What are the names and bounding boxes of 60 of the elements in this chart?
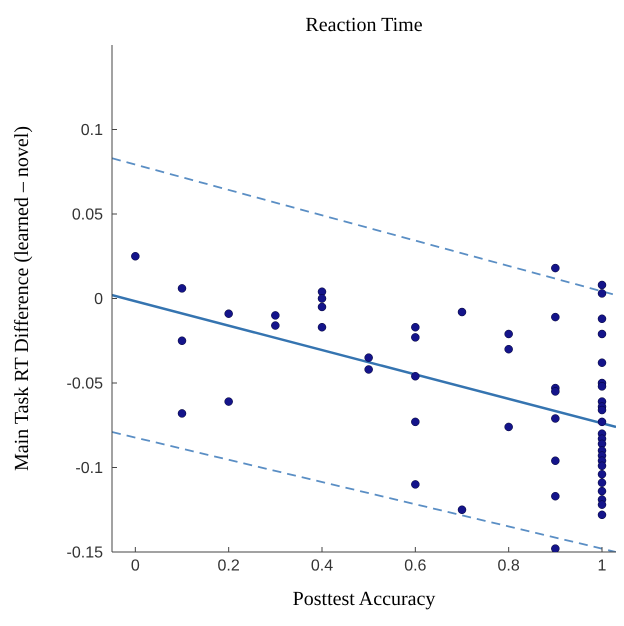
point xyxy=(271,321,280,330)
y-axis-title: Main Task RT Difference (learned – novel) xyxy=(12,126,34,472)
point xyxy=(178,284,186,293)
x-tick-label: 0.4 xyxy=(310,557,334,574)
chart-title: Reaction Time xyxy=(304,14,424,37)
x-tick-label: 0.8 xyxy=(498,557,520,574)
point xyxy=(411,372,420,380)
point xyxy=(411,333,420,342)
point xyxy=(598,314,606,324)
x-tick-label: 0 xyxy=(130,557,140,574)
x-axis-title: Posttest Accuracy xyxy=(292,588,436,611)
point xyxy=(504,422,513,432)
y-tick-label: 0.05 xyxy=(72,206,104,224)
point xyxy=(178,336,186,345)
point xyxy=(178,409,186,418)
y-tick-label: 0.1 xyxy=(80,122,104,140)
point xyxy=(551,312,560,322)
point xyxy=(411,322,420,332)
y-tick-label: 0 xyxy=(94,291,104,308)
point xyxy=(551,264,560,272)
point xyxy=(504,330,513,338)
point xyxy=(598,289,606,298)
point xyxy=(598,510,606,520)
point xyxy=(598,462,606,470)
point xyxy=(364,353,373,362)
point xyxy=(598,470,606,479)
point xyxy=(598,358,606,367)
point xyxy=(224,397,233,406)
point xyxy=(598,486,606,496)
point xyxy=(411,480,420,489)
point xyxy=(224,309,233,318)
point xyxy=(598,418,606,426)
y-tick-label: -0.15 xyxy=(66,544,104,562)
point xyxy=(551,387,560,396)
point xyxy=(318,322,326,332)
point xyxy=(364,365,373,374)
y-tick-label: -0.1 xyxy=(75,460,104,478)
point xyxy=(598,330,606,338)
point xyxy=(551,456,560,465)
point xyxy=(598,478,606,487)
point xyxy=(598,500,606,509)
point xyxy=(598,406,606,414)
point xyxy=(271,311,280,320)
point xyxy=(318,294,326,303)
point xyxy=(131,252,140,260)
x-tick-label: 1 xyxy=(598,557,607,574)
x-tick-label: 0.2 xyxy=(218,557,240,574)
point xyxy=(551,544,560,552)
point xyxy=(458,308,466,316)
point xyxy=(551,414,560,423)
x-tick-label: 0.6 xyxy=(404,557,427,574)
point xyxy=(504,344,513,354)
point xyxy=(551,492,560,500)
point xyxy=(598,280,606,290)
point xyxy=(318,287,326,296)
point xyxy=(598,382,606,391)
point xyxy=(318,302,326,312)
y-tick-label: -0.05 xyxy=(66,376,104,393)
point xyxy=(411,418,420,426)
point xyxy=(458,506,466,514)
